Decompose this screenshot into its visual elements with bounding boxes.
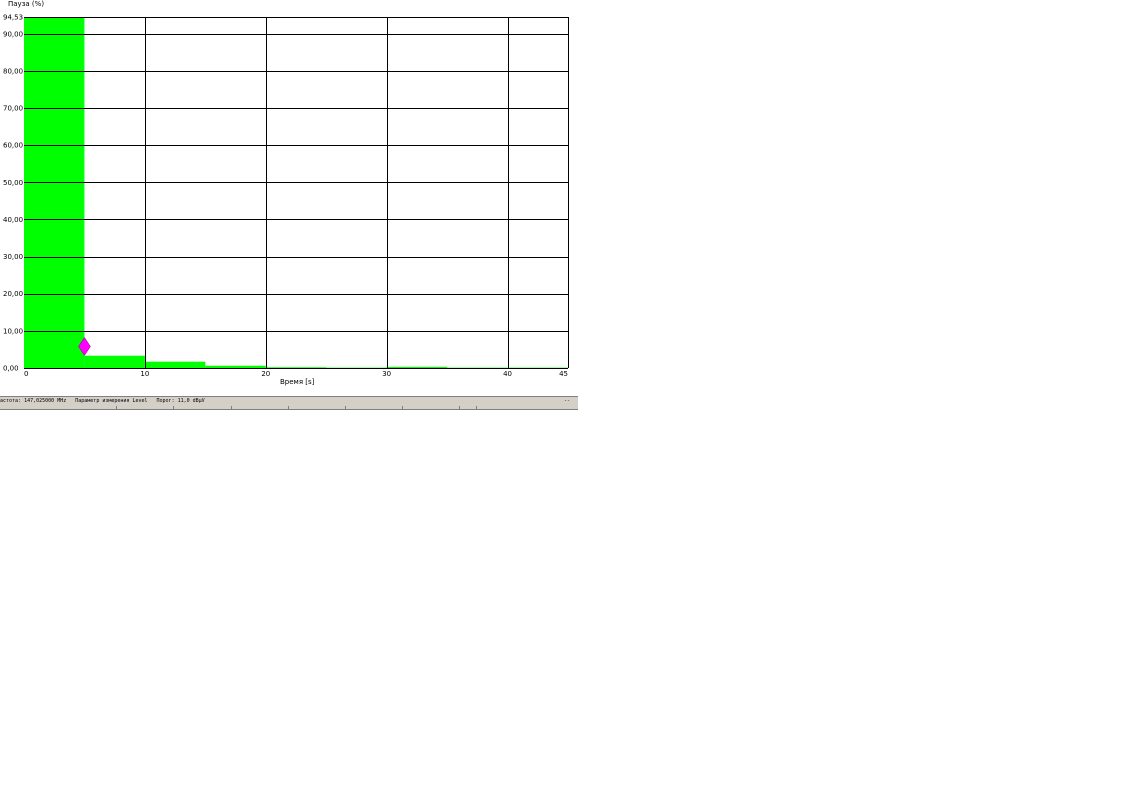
plot-area — [24, 17, 568, 368]
x-tick-label: 45 — [559, 370, 568, 378]
toolbar-separator — [459, 406, 460, 409]
marker-diamond[interactable] — [78, 337, 91, 356]
x-tick-label: 20 — [261, 370, 270, 378]
toolbar-separator — [345, 406, 346, 409]
bar-1 — [84, 355, 145, 368]
y-tick-label: 80,00 — [3, 67, 23, 75]
status-parameter: Параметр измерения Level — [75, 398, 148, 404]
x-tick-label: 40 — [503, 370, 512, 378]
x-axis-title: Время [s] — [280, 378, 315, 386]
bar-4 — [265, 367, 327, 368]
y-tick-label: 10,00 — [3, 327, 23, 335]
marker-group[interactable] — [78, 337, 91, 356]
toolbar-separator — [116, 406, 117, 409]
status-threshold: Порог: 11,0 dBµV — [156, 398, 205, 404]
plot-background — [24, 17, 568, 368]
status-right-mark: -- — [563, 398, 570, 404]
y-tick-label: 40,00 — [3, 216, 23, 224]
bar-0 — [24, 17, 85, 368]
status-bar: астота: 147,025000 MHz Параметр измерени… — [0, 396, 578, 406]
toolbar-separator — [288, 406, 289, 409]
y-tick-label: 90,00 — [3, 30, 23, 38]
bars-group — [24, 17, 568, 368]
toolbar-separator — [231, 406, 232, 409]
x-tick-label: 0 — [24, 370, 28, 378]
y-tick-label: 60,00 — [3, 142, 23, 150]
toolbar-separator — [402, 406, 403, 409]
bar-6 — [386, 366, 448, 368]
x-tick-label: 10 — [140, 370, 149, 378]
y-tick-label: 30,00 — [3, 253, 23, 261]
bar-2 — [144, 361, 206, 368]
y-axis-title: Пауза (%) — [8, 0, 44, 8]
bottom-toolbar-strip — [0, 406, 578, 410]
plot-frame — [24, 17, 569, 369]
toolbar-separator — [173, 406, 174, 409]
status-frequency: астота: 147,025000 MHz — [0, 398, 67, 404]
x-tick-labels: 0 10 20 30 40 45 — [24, 370, 568, 378]
y-tick-label: 94,53 — [3, 14, 23, 22]
y-tick-label: 20,00 — [3, 290, 23, 298]
grid-lines — [24, 17, 568, 368]
y-tick-label: 50,00 — [3, 179, 23, 187]
histogram-chart: 0,00 10,00 20,00 30,00 40,00 50,00 60,00 70,00 8… — [3, 0, 569, 386]
y-tick-labels: 0,00 10,00 20,00 30,00 40,00 50,00 60,00 70,00 8… — [3, 14, 23, 373]
toolbar-separator — [476, 406, 477, 409]
x-tick-label: 30 — [382, 370, 391, 378]
bar-3 — [205, 365, 266, 368]
y-tick-label: 70,00 — [3, 105, 23, 113]
y-tick-label: 0,00 — [3, 365, 19, 373]
